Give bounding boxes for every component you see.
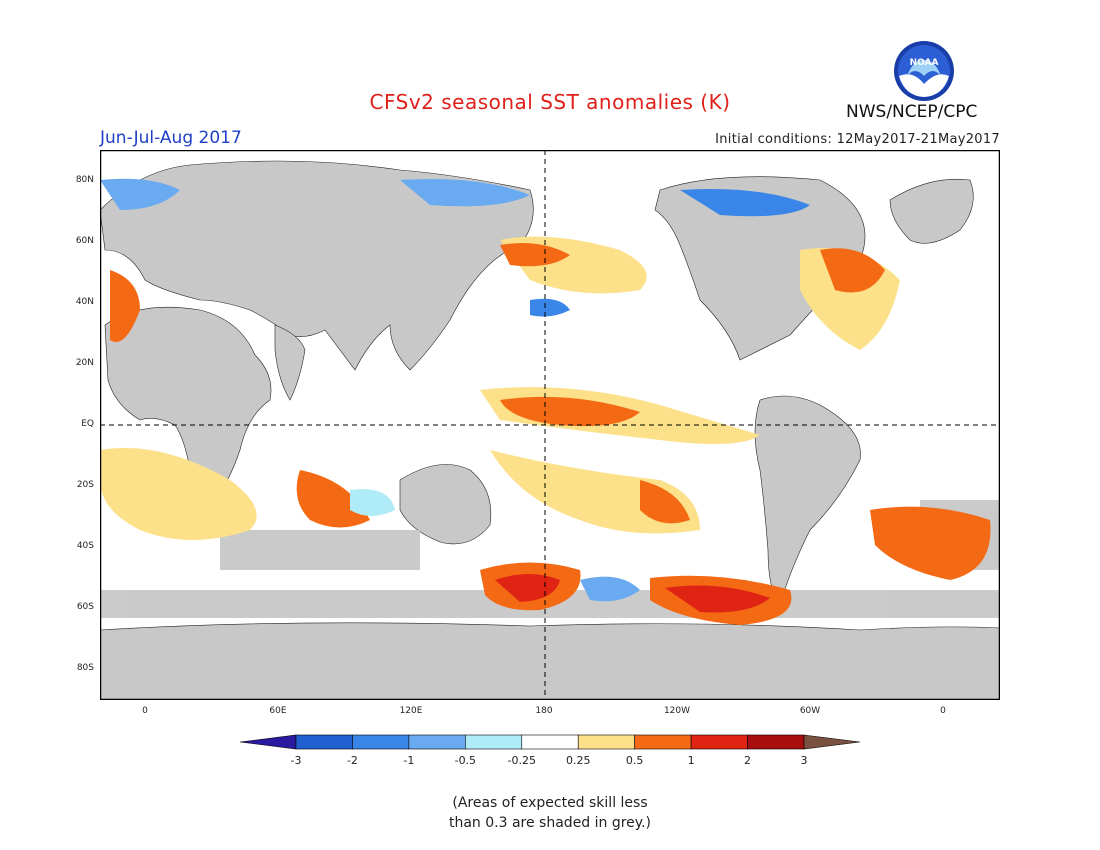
lat-label: EQ <box>81 419 94 429</box>
colorbar-box <box>295 734 353 750</box>
colorbar-box <box>465 734 523 750</box>
lon-label: 180 <box>535 706 553 716</box>
colorbar-tick-label: 3 <box>801 754 808 767</box>
lon-label: 120W <box>663 706 691 716</box>
colorbar-tick-label: 2 <box>744 754 751 767</box>
anomaly-patches <box>100 178 991 625</box>
lat-label: 80S <box>76 663 94 673</box>
noaa-logo: NOAA <box>894 41 954 101</box>
lat-label: 40S <box>76 541 94 551</box>
sst-anomaly-map <box>100 150 1000 700</box>
colorbar-box <box>690 734 748 750</box>
lon-label: 120E <box>399 706 423 716</box>
lat-label: 60S <box>76 602 94 612</box>
anomaly-patch <box>870 506 991 580</box>
anomaly-patch <box>400 179 530 207</box>
skill-note-line: (Areas of expected skill less <box>452 795 648 811</box>
lat-label: 40N <box>75 297 94 307</box>
colorbar-tick-label: 0.5 <box>626 754 644 767</box>
anomaly-patch <box>665 585 770 613</box>
colorbar-tick-label: -0.25 <box>508 754 536 767</box>
anomaly-patch <box>100 178 180 210</box>
initial-conditions-label: Initial conditions: 12May2017-21May2017 <box>715 132 1000 147</box>
colorbar-box <box>747 734 805 750</box>
lat-label: 20S <box>76 480 94 490</box>
lat-label: 20N <box>75 358 94 368</box>
colorbar-tick-label: -0.5 <box>455 754 476 767</box>
map-frame <box>100 150 1000 700</box>
anomaly-patch <box>110 270 140 342</box>
anomaly-patch <box>100 448 257 540</box>
anomaly-patch <box>680 189 810 217</box>
lon-label: 60E <box>269 706 287 716</box>
colorbar-box <box>634 734 692 750</box>
colorbar-tick-label: -1 <box>403 754 414 767</box>
colorbar-tick-label: 1 <box>688 754 695 767</box>
land-masses <box>100 160 1000 700</box>
season-label: Jun-Jul-Aug 2017 <box>100 128 242 148</box>
lon-label: 0 <box>142 706 148 716</box>
anomaly-patch <box>495 574 560 602</box>
anomaly-patch <box>820 248 885 293</box>
lat-label: 80N <box>75 175 94 185</box>
colorbar-box <box>577 734 635 750</box>
skill-note-line: than 0.3 are shaded in grey.) <box>448 815 651 831</box>
logo-text: NOAA <box>910 58 939 68</box>
anomaly-patch <box>640 480 690 524</box>
anomaly-patch <box>296 470 370 528</box>
colorbar-tick-label: -2 <box>347 754 358 767</box>
anomaly-patch <box>580 576 640 602</box>
anomaly-patch <box>350 489 395 516</box>
agency-label: NWS/NCEP/CPC <box>846 102 978 122</box>
anomaly-patch <box>530 298 570 317</box>
colorbar-box <box>408 734 466 750</box>
lon-label: 0 <box>940 706 946 716</box>
anomaly-patch <box>500 242 570 267</box>
colorbar-box <box>521 734 579 750</box>
colorbar-tick-label: 0.25 <box>566 754 591 767</box>
colorbar-arrow-high <box>803 734 860 750</box>
lat-label: 60N <box>75 236 94 246</box>
skill-note: (Areas of expected skill less than 0.3 a… <box>0 793 1100 833</box>
chart-title: CFSv2 seasonal SST anomalies (K) <box>369 90 731 114</box>
colorbar: -3 -2 -1 -0.5 -0.25 0.25 0.5 1 2 3 <box>240 734 860 767</box>
lon-label: 60W <box>799 706 821 716</box>
colorbar-tick-label: -3 <box>291 754 302 767</box>
colorbar-arrow-low <box>240 734 297 750</box>
colorbar-box <box>352 734 410 750</box>
anomaly-patch <box>500 396 640 427</box>
